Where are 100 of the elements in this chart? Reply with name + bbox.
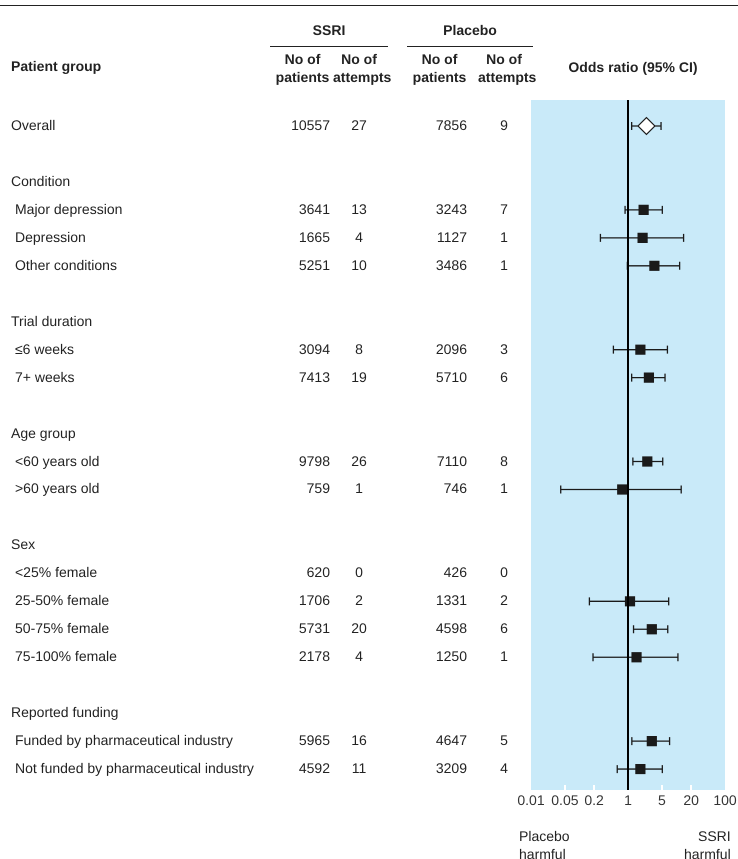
- data-label: 3209: [436, 760, 467, 776]
- point: [637, 116, 656, 136]
- category-label: <25% female: [15, 564, 98, 580]
- text: No of attempts: [333, 50, 392, 86]
- data-label: 3243: [436, 200, 467, 217]
- data-label: 0: [499, 564, 509, 580]
- data-label: 5965: [298, 732, 330, 748]
- category-label: Sex: [11, 536, 36, 552]
- point: [644, 372, 654, 383]
- category-label: Overall: [11, 117, 56, 133]
- text: Placebo harmful: [519, 828, 570, 859]
- data-label: 3486: [436, 256, 467, 273]
- x-tick-label: 0.05: [551, 792, 579, 808]
- category-label: <60 years old: [15, 452, 100, 469]
- data-label: 1: [499, 480, 509, 496]
- x-tick-label: 1: [624, 792, 632, 808]
- point: [638, 232, 648, 243]
- text: SSRI harmful: [684, 828, 731, 859]
- data-label: 8: [499, 452, 509, 469]
- data-label: 7413: [298, 368, 330, 385]
- data-label: 426: [444, 564, 467, 580]
- text: Patient group: [11, 58, 102, 74]
- category-label: Trial duration: [11, 312, 92, 329]
- point: [635, 764, 646, 774]
- category-label: Depression: [15, 228, 86, 245]
- data-label: 4: [354, 648, 364, 664]
- data-label: 4598: [436, 620, 467, 636]
- data-label: 19: [350, 368, 368, 385]
- text: No of attempts: [478, 50, 536, 86]
- category-label: Major depression: [15, 200, 122, 217]
- category-label: ≤6 weeks: [15, 340, 74, 357]
- point: [642, 456, 652, 467]
- data-label: 4647: [436, 732, 467, 748]
- data-label: 0: [354, 564, 364, 580]
- data-label: 8: [354, 340, 364, 357]
- x-tick-label: 0.2: [584, 792, 604, 808]
- point: [638, 204, 649, 215]
- data-label: 20: [350, 620, 368, 636]
- data-label: 1665: [298, 228, 330, 245]
- data-label: 4: [354, 228, 364, 245]
- data-label: 3094: [298, 340, 330, 357]
- data-label: 759: [306, 480, 330, 496]
- category-label: Funded by pharmaceutical industry: [15, 732, 233, 748]
- data-label: 7110: [436, 452, 467, 469]
- text: SSRI: [312, 22, 346, 38]
- data-label: 6: [499, 620, 509, 636]
- data-label: 4592: [298, 760, 330, 776]
- data-label: 10557: [291, 117, 330, 133]
- data-label: 1: [499, 228, 509, 245]
- data-label: 1: [499, 256, 509, 273]
- data-label: 27: [350, 117, 368, 133]
- data-label: 5710: [436, 368, 467, 385]
- point: [635, 344, 646, 355]
- data-label: 2: [499, 592, 509, 608]
- data-label: 620: [306, 564, 330, 580]
- data-label: 2178: [298, 648, 330, 664]
- category-label: 25-50% female: [15, 592, 110, 608]
- category-label: 75-100% female: [15, 648, 117, 664]
- point: [646, 736, 657, 746]
- x-tick-label: 0.01: [517, 792, 545, 808]
- data-label: 2096: [436, 340, 467, 357]
- data-label: 5251: [298, 256, 330, 273]
- category-label: Not funded by pharmaceutical industry: [15, 760, 254, 776]
- x-tick-label: 100: [713, 792, 737, 808]
- category-label: >60 years old: [15, 480, 100, 496]
- category-label: Condition: [11, 172, 70, 189]
- chart-title: Odds ratio (95% CI): [568, 58, 698, 75]
- data-label: 13: [350, 200, 368, 217]
- data-label: 16: [350, 732, 368, 748]
- data-label: 11: [350, 760, 368, 776]
- text: Placebo: [442, 22, 498, 38]
- x-tick-label: 5: [658, 792, 666, 808]
- category-label: 7+ weeks: [15, 368, 75, 385]
- data-label: 6: [499, 368, 509, 385]
- data-label: 26: [350, 452, 368, 469]
- category-label: Other conditions: [15, 256, 117, 273]
- data-label: 5731: [298, 620, 330, 636]
- text: No of patients: [412, 50, 467, 86]
- data-label: 10: [350, 256, 368, 273]
- text: No of patients: [275, 50, 330, 86]
- data-label: 1250: [436, 648, 467, 664]
- data-label: 7856: [436, 117, 467, 133]
- point: [631, 652, 642, 662]
- data-label: 5: [499, 732, 509, 748]
- data-label: 4: [499, 760, 509, 776]
- data-label: 1706: [298, 592, 330, 608]
- data-label: 9798: [298, 452, 330, 469]
- data-label: 7: [499, 200, 509, 217]
- data-label: 3641: [298, 200, 330, 217]
- x-tick-label: 20: [683, 792, 700, 808]
- data-label: 746: [444, 480, 467, 496]
- data-label: 9: [499, 117, 509, 133]
- data-label: 1331: [436, 592, 467, 608]
- data-label: 1: [354, 480, 364, 496]
- data-label: 1: [499, 648, 509, 664]
- data-label: 3: [499, 340, 509, 357]
- data-label: 2: [354, 592, 364, 608]
- category-label: 50-75% female: [15, 620, 110, 636]
- data-label: 1127: [436, 228, 467, 245]
- category-label: Reported funding: [11, 704, 118, 720]
